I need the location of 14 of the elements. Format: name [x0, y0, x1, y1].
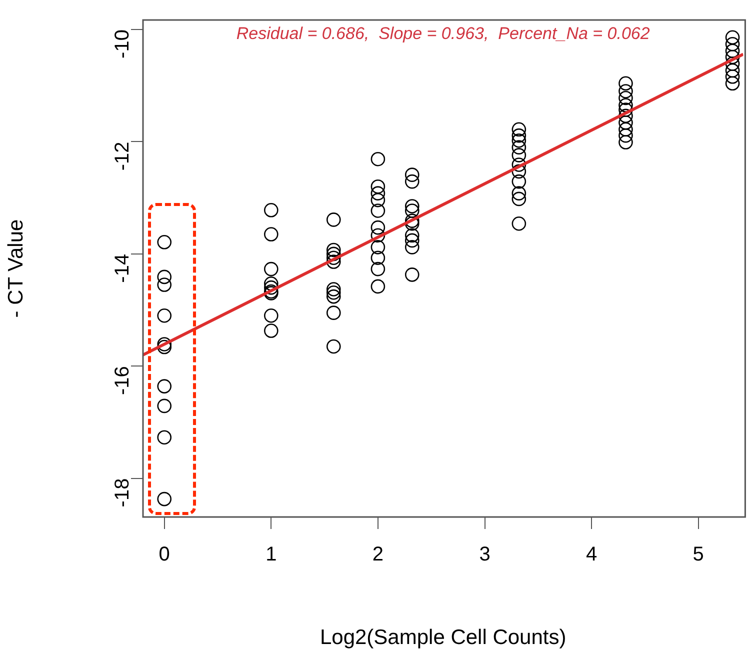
- y-axis-title: - CT Value: [4, 219, 28, 318]
- y-tick-label: -16: [112, 366, 134, 396]
- x-tick-label: 5: [692, 544, 704, 566]
- y-tick-label: -10: [112, 30, 134, 58]
- y-tick-label: -14: [112, 254, 134, 283]
- x-tick-label: 2: [372, 544, 384, 566]
- x-tick-label: 0: [158, 544, 170, 566]
- x-tick-label: 3: [479, 544, 490, 566]
- annotation: Residual = 0.686, Slope = 0.963, Percent_Na = 0.062: [236, 24, 650, 44]
- x-tick-label: 4: [586, 544, 598, 566]
- y-tick-label: -12: [112, 142, 134, 171]
- x-tick-label: 1: [266, 544, 277, 566]
- x-axis-title: Log2(Sample Cell Counts): [320, 626, 566, 650]
- y-tick-label: -18: [112, 478, 134, 508]
